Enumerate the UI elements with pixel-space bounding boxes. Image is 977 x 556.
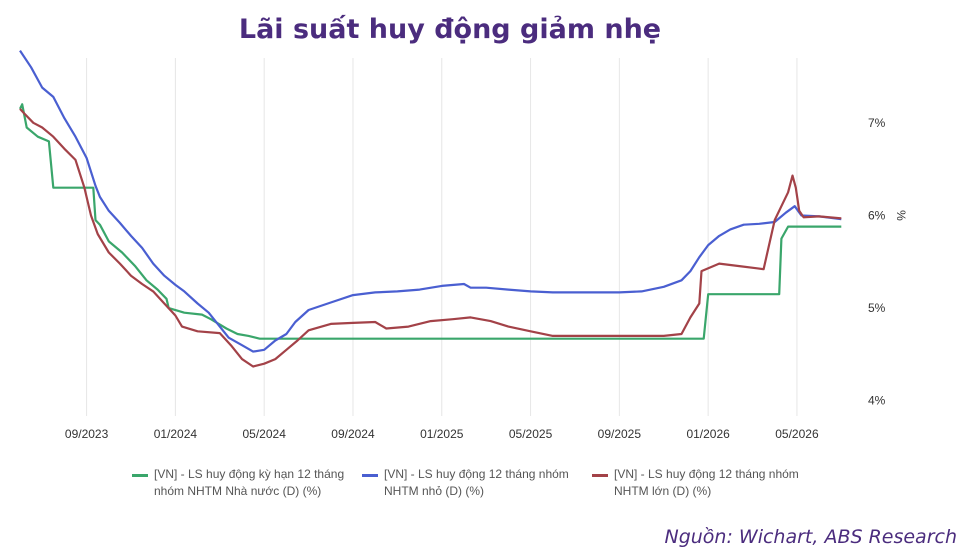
chart-title: Lãi suất huy động giảm nhẹ [238,14,662,45]
x-tick-label: 01/2026 [686,427,730,441]
series-line-1 [19,49,842,353]
y-tick-label: 4% [868,394,886,408]
x-axis: 09/2023 01/2024 05/2024 09/2024 01/2025 05/20… [65,427,819,441]
x-tick-label: 09/2023 [65,427,109,441]
y-axis-label: % [894,210,908,221]
legend-label-nhtm-lon: [VN] - LS huy động 12 tháng nhóm NHTM lớ… [614,467,799,498]
legend-label-nhtm-nho: [VN] - LS huy động 12 tháng nhóm NHTM nh… [384,467,569,498]
y-tick-label: 6% [868,208,886,222]
legend-label-nha-nuoc: [VN] - LS huy động kỳ hạn 12 tháng nhóm … [154,467,345,498]
x-tick-label: 01/2025 [420,427,464,441]
line-chart: 09/2023 01/2024 05/2024 09/2024 01/2025 05/20… [19,49,908,441]
x-tick-label: 05/2025 [509,427,553,441]
series-line-0 [19,103,842,340]
x-tick-label: 09/2025 [598,427,642,441]
x-tick-label: 09/2024 [331,427,375,441]
grid-lines [86,58,798,416]
y-tick-label: 7% [868,116,886,130]
x-tick-label: 05/2026 [775,427,819,441]
legend: [VN] - LS huy động kỳ hạn 12 tháng nhóm … [0,466,977,506]
legend-swatch-nhtm-lon [592,474,608,477]
legend-swatch-nhtm-nho [362,474,378,477]
x-tick-label: 01/2024 [154,427,198,441]
legend-swatch-nha-nuoc [132,474,148,477]
x-tick-label: 05/2024 [242,427,286,441]
series-lines [19,49,842,368]
source-note: Nguồn: Wichart, ABS Research [664,526,957,548]
y-tick-label: 5% [868,301,886,315]
y-axis: 4% 5% 6% 7% [868,116,886,408]
series-line-2 [19,108,842,368]
